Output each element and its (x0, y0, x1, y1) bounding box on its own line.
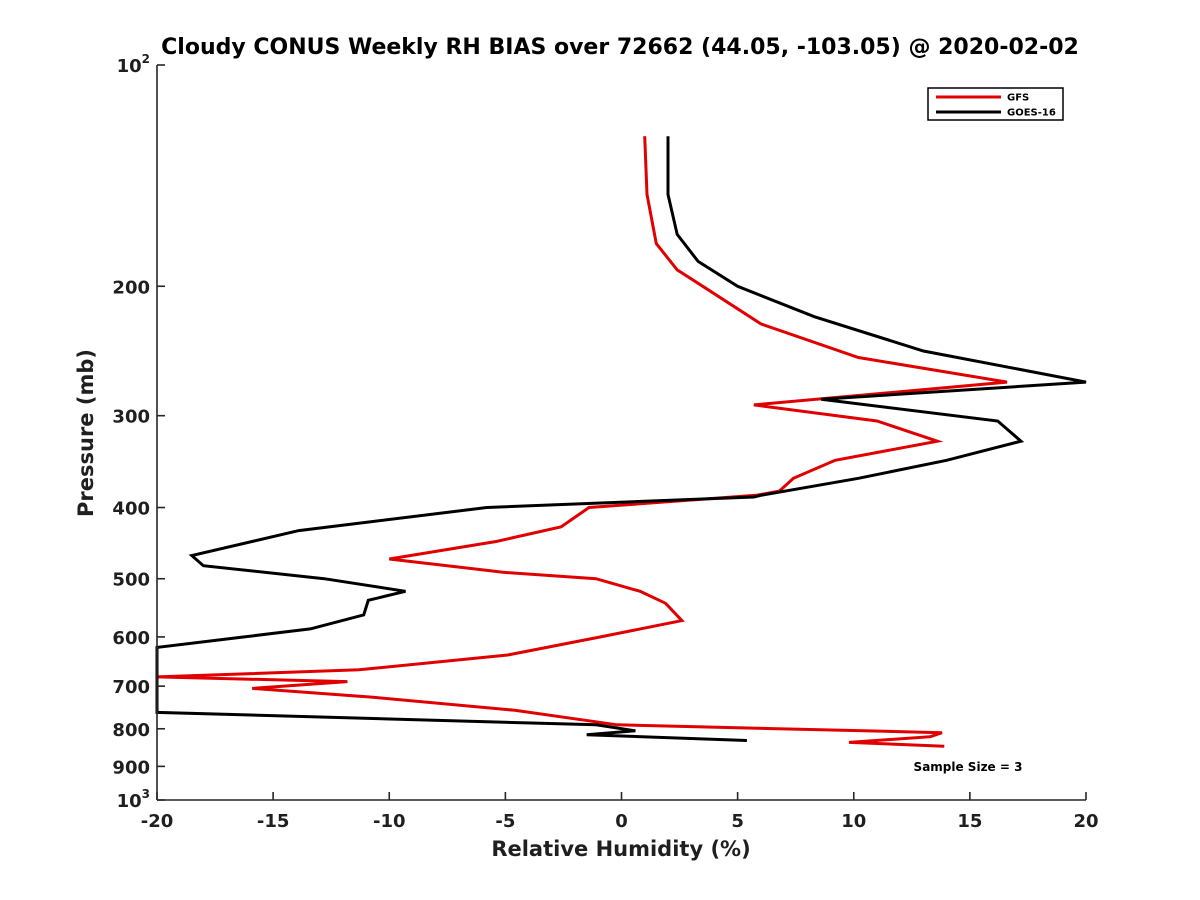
y-tick-label-base: 500 (112, 570, 150, 591)
y-tick-label: 600 (112, 628, 150, 649)
y-tick-label-base: 10 (117, 791, 142, 812)
y-tick-label-exponent: 2 (142, 52, 150, 66)
x-tick-label: -20 (141, 811, 174, 832)
legend-box (927, 87, 1064, 121)
y-tick-label-base: 800 (112, 720, 150, 741)
y-tick-label-base: 700 (112, 677, 150, 698)
legend-label: GOES-16 (1007, 108, 1056, 119)
legend-label: GFS (1007, 93, 1029, 104)
y-tick-label: 300 (112, 407, 150, 428)
y-tick-label: 200 (112, 277, 150, 298)
x-tick-label: 20 (1073, 811, 1098, 832)
chart-title: Cloudy CONUS Weekly RH BIAS over 72662 (… (161, 35, 1079, 60)
x-tick-label: -5 (495, 811, 515, 832)
legend-items: GFS GOES-16 (936, 93, 1056, 119)
y-tick-label-base: 600 (112, 628, 150, 649)
x-axis-ticks: -20 -15 -10 -5 0 5 10 15 20 (141, 792, 1099, 832)
series-layer (155, 136, 1087, 748)
y-tick-label-base: 400 (112, 499, 150, 520)
x-tick-label: 15 (957, 811, 982, 832)
y-tick-label-base: 10 (117, 56, 142, 77)
y-tick-label-base: 200 (112, 277, 150, 298)
x-tick-label: 0 (615, 811, 628, 832)
y-axis-label: Pressure (mb) (74, 349, 98, 517)
series-line-gfs (156, 136, 1008, 748)
y-tick-label: 800 (112, 720, 150, 741)
sample-size-annotation: Sample Size = 3 (914, 760, 1023, 774)
y-tick-label: 500 (112, 570, 150, 591)
x-axis-label: Relative Humidity (%) (491, 837, 750, 861)
x-tick-label: -10 (373, 811, 406, 832)
x-tick-label: 10 (841, 811, 866, 832)
y-tick-label-base: 900 (112, 757, 150, 778)
y-tick-label-base: 300 (112, 407, 150, 428)
y-tick-label: 900 (112, 757, 150, 778)
y-tick-label: 400 (112, 499, 150, 520)
y-tick-label: 103 (117, 787, 150, 812)
y-tick-label-exponent: 3 (142, 787, 150, 801)
y-tick-label: 102 (117, 52, 150, 77)
legend: GFS GOES-16 (927, 87, 1064, 121)
series-line-goes-16 (155, 136, 1087, 742)
y-tick-label: 700 (112, 677, 150, 698)
x-tick-label: -15 (257, 811, 290, 832)
x-tick-label: 5 (731, 811, 744, 832)
